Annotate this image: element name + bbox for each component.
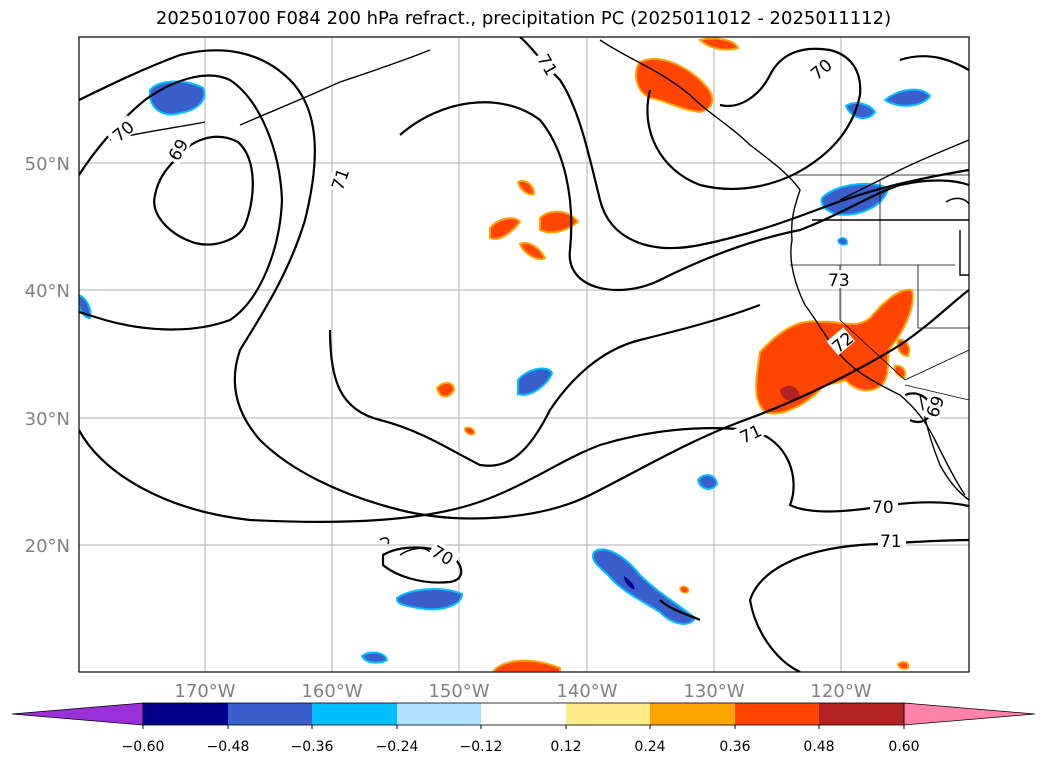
- longitude-labels: 170°W 160°W 150°W 140°W 130°W 120°W: [174, 681, 871, 702]
- precip-positive-patch: [435, 382, 456, 398]
- colorbar-extension-high: [903, 702, 1036, 726]
- colorbar-bin: [735, 703, 819, 725]
- coastlines: [109, 39, 969, 556]
- contour-label: 70: [872, 498, 894, 518]
- lat-label-50n: 50°N: [25, 154, 70, 175]
- colorbar-bin: [481, 703, 566, 725]
- colorbar-tick-label: −0.36: [291, 739, 334, 755]
- map-title: 2025010700 F084 200 hPa refract., precip…: [155, 8, 892, 29]
- lat-label-20n: 20°N: [25, 536, 70, 557]
- colorbar-tick-label: 0.36: [719, 739, 750, 755]
- precip-negative-patch: [837, 237, 848, 246]
- contour-71-north: [519, 37, 969, 250]
- contour-71-east: [899, 55, 969, 71]
- contour-70-inner: [399, 101, 969, 292]
- lon-label-160w: 160°W: [301, 681, 362, 702]
- precip-positive-patch: [896, 660, 910, 670]
- precip-negative-patch: [360, 651, 389, 664]
- lon-label-150w: 150°W: [428, 681, 489, 702]
- precip-positive-patch: [539, 210, 580, 234]
- lon-label-140w: 140°W: [556, 681, 617, 702]
- contour-label: 71: [880, 532, 902, 552]
- precip-positive-patch: [518, 242, 547, 260]
- contour-70-west: [79, 74, 284, 331]
- colorbar-bin: [228, 703, 312, 725]
- precip-positive-patch: [489, 217, 522, 240]
- latitude-labels: 50°N 40°N 30°N 20°N: [25, 154, 70, 557]
- colorbar: −0.60 −0.48 −0.36 −0.24 −0.12 0.12 0.24 …: [11, 702, 1036, 755]
- colorbar-tick-label: 0.24: [634, 739, 665, 755]
- contour-labels: 70 69 71 71 70 73 72 71 69 70 71 70: [105, 49, 949, 570]
- colorbar-ticks: [142, 725, 905, 729]
- contour-70-hawaii: [381, 546, 463, 584]
- precip-positive-patch: [516, 180, 536, 196]
- contour-71-west: [79, 49, 969, 520]
- colorbar-bin: [819, 703, 904, 725]
- precip-negative-patch: [517, 367, 554, 396]
- colorbar-bin: [312, 703, 397, 725]
- lon-label-130w: 130°W: [683, 681, 744, 702]
- colorbar-bin: [143, 703, 228, 725]
- refractivity-contours: [79, 37, 969, 672]
- contour-70-stub: [659, 599, 701, 621]
- colorbar-tick-labels: −0.60 −0.48 −0.36 −0.24 −0.12 0.12 0.24 …: [122, 739, 920, 755]
- precip-negative-patch: [395, 588, 464, 611]
- lon-label-170w: 170°W: [174, 681, 235, 702]
- precip-negative-patch: [148, 80, 206, 116]
- colorbar-tick-label: 0.60: [888, 739, 919, 755]
- precip-positive-patch: [493, 659, 561, 672]
- lon-label-120w: 120°W: [810, 681, 871, 702]
- precip-positive-patch: [464, 426, 476, 436]
- precip-positive-patch: [679, 585, 690, 594]
- contour-label: 73: [828, 271, 850, 291]
- contour-70-south: [79, 427, 969, 523]
- map-frame: [78, 36, 970, 673]
- colorbar-tick-label: −0.48: [207, 739, 250, 755]
- lat-label-40n: 40°N: [25, 281, 70, 302]
- contour-70-north: [646, 47, 862, 191]
- colorbar-bin: [397, 703, 481, 725]
- precip-negative-patch: [592, 548, 697, 625]
- colorbar-tick-label: 0.48: [803, 739, 834, 755]
- precip-negative-patch: [696, 474, 719, 490]
- colorbar-tick-label: −0.24: [376, 739, 419, 755]
- lat-label-30n: 30°N: [25, 409, 70, 430]
- contour-69-low: [153, 135, 254, 246]
- precip-positive-patch: [698, 37, 740, 51]
- precip-negative-patch: [883, 88, 932, 107]
- precip-positive-patch: [755, 288, 914, 415]
- precip-positive-core: [780, 385, 800, 401]
- colorbar-extension-low: [11, 702, 144, 726]
- colorbar-bin: [566, 703, 650, 725]
- colorbar-tick-label: 0.12: [550, 739, 581, 755]
- colorbar-outline: [142, 702, 905, 726]
- contour-71-south-loop: [748, 599, 801, 672]
- precip-negative-core: [624, 576, 635, 590]
- colorbar-bin: [650, 703, 735, 725]
- colorbar-tick-label: −0.12: [460, 739, 503, 755]
- contour-70-inner-south: [328, 303, 761, 467]
- contour-71-south: [748, 538, 969, 601]
- colorbar-tick-label: −0.60: [122, 739, 165, 755]
